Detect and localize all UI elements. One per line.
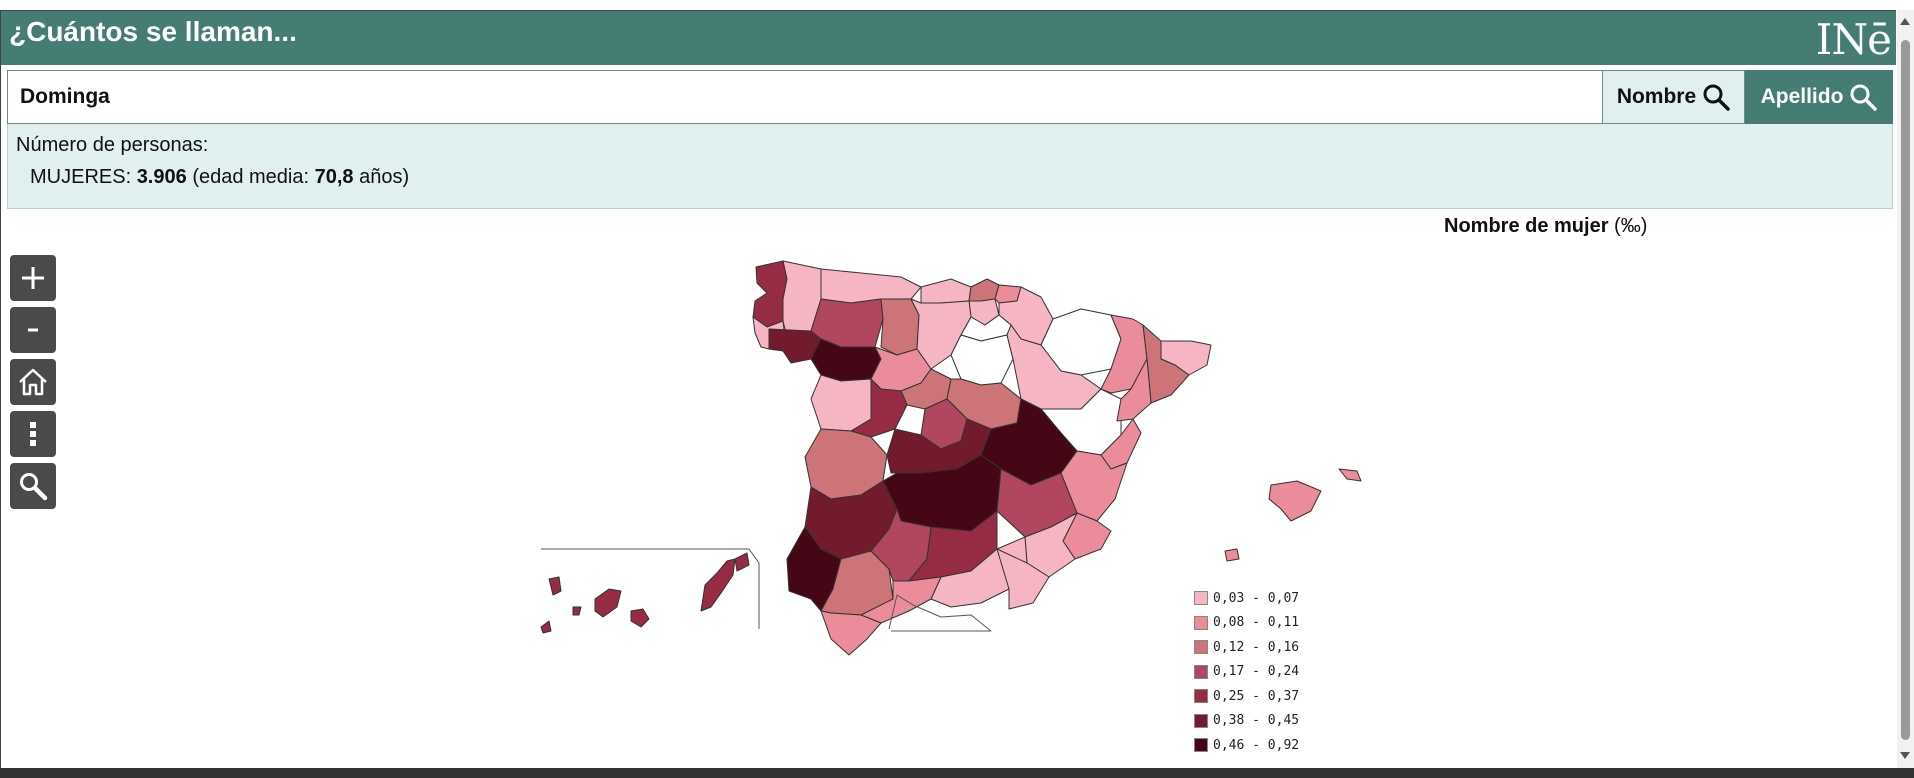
map-search-button[interactable] <box>10 463 56 509</box>
legend-item: 0,08 - 0,11 <box>1194 611 1299 636</box>
province-cantabria[interactable] <box>920 278 972 304</box>
search-row: Nombre Apellido <box>7 70 1893 124</box>
search-nombre-button[interactable]: Nombre <box>1603 70 1745 124</box>
legend-item: 0,46 - 0,92 <box>1194 733 1299 758</box>
search-icon <box>20 473 48 501</box>
province-a-coruna[interactable] <box>752 260 788 328</box>
scroll-up-arrow-icon[interactable] <box>1900 18 1910 25</box>
more-icon <box>30 422 36 446</box>
age-suffix: años) <box>359 166 410 188</box>
map-title-text: Nombre de mujer <box>1444 215 1609 237</box>
province-soria[interactable] <box>950 334 1014 386</box>
spain-province-map <box>540 260 1362 656</box>
home-button[interactable] <box>10 359 56 405</box>
count-heading: Número de personas: <box>16 134 209 156</box>
canary-islands-inset-frame <box>541 548 760 629</box>
age-value: 70,8 <box>314 166 354 188</box>
count-line: MUJERES: 3.906 (edad media: 70,8 años) <box>30 166 409 189</box>
province-almeria[interactable] <box>996 548 1050 610</box>
legend-label: 0,38 - 0,45 <box>1213 713 1300 729</box>
legend-item: 0,17 - 0,24 <box>1194 660 1299 685</box>
map-title: Nombre de mujer (‰) <box>1444 215 1647 238</box>
vertical-scrollbar[interactable] <box>1897 10 1914 768</box>
legend-swatch <box>1194 738 1208 753</box>
zoom-in-button[interactable] <box>10 255 56 301</box>
legend-label: 0,12 - 0,16 <box>1213 639 1300 655</box>
legend-item: 0,12 - 0,16 <box>1194 635 1299 660</box>
page-title: ¿Cuántos se llaman... <box>9 16 297 47</box>
search-icon <box>1850 84 1878 111</box>
province-palencia[interactable] <box>880 298 920 356</box>
header-bar: ¿Cuántos se llaman... INē <box>1 11 1896 65</box>
province-zaragoza[interactable] <box>1006 324 1102 410</box>
legend-swatch <box>1194 615 1208 630</box>
nombre-button-label: Nombre <box>1616 85 1697 108</box>
province-asturias[interactable] <box>820 268 922 304</box>
province-las-palmas[interactable] <box>700 552 750 612</box>
map-unit: (‰) <box>1614 215 1648 237</box>
province-santa-cruz-de-tenerife[interactable] <box>540 576 650 634</box>
province-cadiz[interactable] <box>820 610 882 656</box>
scroll-down-arrow-icon[interactable] <box>1900 752 1910 759</box>
legend-swatch <box>1194 713 1208 728</box>
legend-swatch <box>1194 591 1208 606</box>
app-window: ¿Cuántos se llaman... INē Nombre Apellid… <box>0 10 1896 768</box>
province-salamanca[interactable] <box>810 374 872 432</box>
legend-label: 0,03 - 0,07 <box>1213 590 1300 606</box>
legend-swatch <box>1194 664 1208 679</box>
search-apellido-button[interactable]: Apellido <box>1745 70 1893 124</box>
legend-label: 0,08 - 0,11 <box>1213 615 1300 631</box>
apellido-button-label: Apellido <box>1760 85 1844 108</box>
results-panel: Número de personas: MUJERES: 3.906 (edad… <box>7 124 1893 209</box>
map-toolbar <box>10 255 56 515</box>
province-vizcaya[interactable] <box>968 278 1000 302</box>
zoom-in-icon <box>22 267 44 289</box>
legend-label: 0,46 - 0,92 <box>1213 737 1300 753</box>
more-options-button[interactable] <box>10 411 56 457</box>
count-value: 3.906 <box>136 166 187 188</box>
north-africa-outline <box>888 594 992 632</box>
bottom-bar <box>0 768 1914 778</box>
legend-swatch <box>1194 640 1208 655</box>
search-icon <box>1703 84 1730 111</box>
legend-swatch <box>1194 689 1208 704</box>
legend-item: 0,38 - 0,45 <box>1194 709 1299 734</box>
home-icon <box>19 368 47 396</box>
ine-logo[interactable]: INē <box>1815 15 1892 64</box>
age-prefix: (edad media: <box>192 166 310 188</box>
scrollbar-thumb[interactable] <box>1901 40 1910 740</box>
zoom-out-button[interactable] <box>10 307 56 353</box>
legend-item: 0,25 - 0,37 <box>1194 684 1299 709</box>
province-lleida[interactable] <box>1100 314 1148 394</box>
map-legend: 0,03 - 0,07 0,08 - 0,11 0,12 - 0,16 0,17 - … <box>1194 586 1299 758</box>
zoom-out-icon <box>28 328 38 332</box>
name-search-input[interactable] <box>7 70 1603 124</box>
group-label: MUJERES: <box>30 166 132 188</box>
province-baleares[interactable] <box>1224 468 1362 562</box>
legend-item: 0,03 - 0,07 <box>1194 586 1299 611</box>
legend-label: 0,17 - 0,24 <box>1213 664 1300 680</box>
legend-label: 0,25 - 0,37 <box>1213 688 1300 704</box>
